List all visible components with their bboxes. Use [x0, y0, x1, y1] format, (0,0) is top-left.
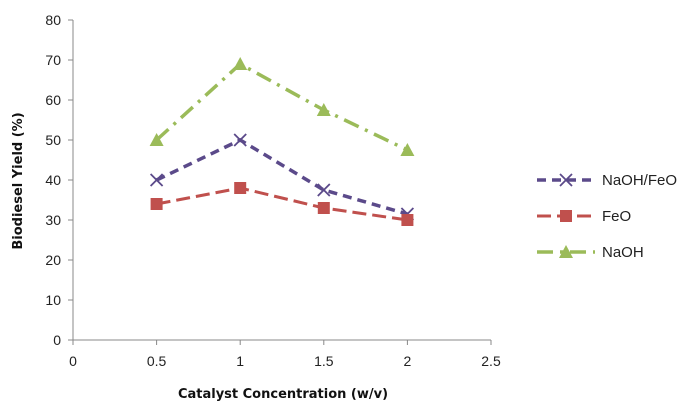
x-axis-title: Catalyst Concentration (w/v): [178, 387, 388, 402]
legend-marker: [559, 173, 573, 187]
y-tick-label: 30: [45, 212, 61, 228]
legend-item: FeO: [537, 208, 631, 225]
x-tick-label: 0: [69, 353, 77, 369]
y-tick-label: 10: [45, 292, 61, 308]
y-tick-label: 50: [45, 132, 61, 148]
y-tick-label: 80: [45, 12, 61, 28]
legend-marker: [560, 210, 572, 222]
series-line: [155, 138, 408, 216]
series-naoh: [149, 57, 415, 156]
data-point: [234, 182, 247, 194]
data-point: [233, 57, 248, 70]
data-point: [317, 202, 330, 214]
series-feo: [150, 182, 414, 226]
tick-labels: 0 10 20 30 40 50 60 70 80 0 0.5 1 1.5 2 2.5: [45, 12, 501, 369]
data-point: [149, 173, 164, 187]
y-tick-label: 60: [45, 92, 61, 108]
y-tick-label: 40: [45, 172, 61, 188]
data-point: [317, 183, 331, 197]
y-tick-label: 70: [45, 52, 61, 68]
data-point: [401, 214, 414, 226]
axes: [68, 19, 492, 345]
series-line: [155, 61, 409, 152]
x-tick-label: 0.5: [147, 353, 167, 369]
series-group: [149, 57, 415, 226]
series-naoh-feo: [149, 133, 415, 221]
legend-label: FeO: [602, 208, 631, 225]
legend-marker: [559, 245, 573, 258]
legend: NaOH/FeO FeO NaOH: [537, 172, 677, 261]
x-tick-label: 1.5: [314, 353, 334, 369]
legend-label: NaOH/FeO: [602, 172, 677, 189]
y-tick-label: 20: [45, 252, 61, 268]
series-line: [156, 186, 408, 222]
y-tick-label: 0: [53, 332, 61, 348]
legend-item: NaOH/FeO: [537, 172, 677, 189]
data-point: [400, 143, 415, 156]
data-point: [233, 133, 247, 147]
data-point: [149, 133, 164, 146]
x-tick-label: 1: [236, 353, 244, 369]
y-axis-title: Biodiesel Yield (%): [11, 112, 26, 249]
x-tick-label: 2: [404, 353, 412, 369]
legend-item: NaOH: [537, 244, 644, 261]
legend-label: NaOH: [602, 244, 644, 261]
x-tick-label: 2.5: [481, 353, 501, 369]
data-point: [150, 198, 163, 210]
data-point: [316, 103, 331, 116]
